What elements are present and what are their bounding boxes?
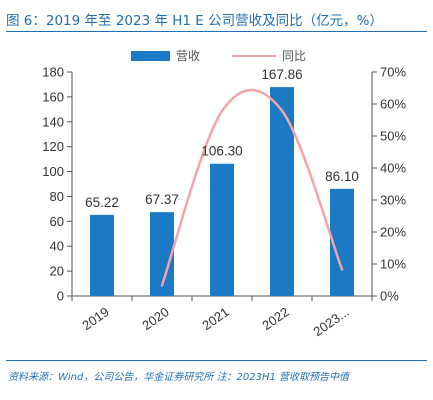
legend-label-yoy: 同比 [282,49,306,63]
x-axis-tick-label: 2019 [79,304,111,333]
left-axis-tick-label: 40 [50,239,64,254]
title-rule [6,31,427,32]
axes: 0 20 40 60 80 100 120 140 160 180 0% 10% 20% 30% 40% 50… [42,65,406,340]
data-label-revenue: 65.22 [85,195,119,210]
footer-rule [6,360,427,361]
legend-swatch-revenue [131,51,170,61]
right-axis-tick-label: 40% [380,161,406,176]
data-labels: 65.22 67.37 106.30 167.86 86.10 [85,67,359,210]
left-axis-tick-label: 180 [42,65,64,80]
left-axis-tick-label: 140 [42,114,64,129]
right-axis-tick-label: 70% [380,65,406,80]
bars [90,87,354,296]
legend-label-revenue: 营收 [176,49,200,63]
right-axis-tick-label: 60% [380,97,406,112]
data-label-revenue: 86.10 [325,169,359,184]
chart-title: 图 6：2019 年至 2023 年 H1 E 公司营收及同比（亿元，%） [6,13,383,29]
x-axis-tick-label: 2020 [139,304,171,333]
right-axis-tick-label: 10% [380,257,406,272]
data-label-revenue: 67.37 [145,192,179,207]
right-axis-tick-label: 20% [380,225,406,240]
yoy-line [160,88,344,287]
right-axis-tick-label: 30% [380,193,406,208]
data-label-revenue: 106.30 [201,144,242,159]
line-yoy [160,88,344,287]
source-note: 资料来源：Wind，公司公告，华金证券研究所 注：2023H1 营收取预告中值 [8,372,350,383]
left-axis-tick-label: 100 [42,164,64,179]
legend: 营收 同比 [131,49,306,63]
left-axis-tick-label: 120 [42,139,64,154]
bar-revenue [90,214,114,296]
left-axis-tick-label: 160 [42,89,64,104]
left-axis-tick-label: 80 [50,189,64,204]
left-axis-tick-label: 0 [57,289,64,304]
right-axis-tick-label: 50% [380,129,406,144]
x-axis-tick-label: 2021 [199,304,231,333]
x-axis-tick-label: 2022 [259,304,291,333]
left-axis-tick-label: 20 [50,264,64,279]
data-label-revenue: 167.86 [261,67,302,82]
bar-revenue [270,87,294,296]
right-axis-tick-label: 0% [380,289,399,304]
bar-revenue [210,163,234,296]
x-axis-tick-label: 2023... [311,304,352,339]
left-axis-tick-label: 60 [50,214,64,229]
